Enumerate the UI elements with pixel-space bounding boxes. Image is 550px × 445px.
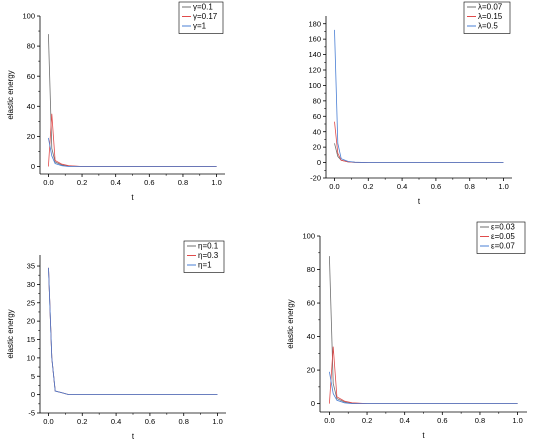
series-line bbox=[329, 371, 518, 405]
y-tick-label: 60 bbox=[313, 112, 321, 121]
x-axis-label: t bbox=[132, 432, 135, 441]
chart-panel: 0.0 0.2 0.4 0.6 0.8 1.0 0 20 40 60 80 100 t elastic e… bbox=[6, 1, 225, 202]
legend-label: ε=0.03 bbox=[491, 223, 515, 232]
y-tick-label: 120 bbox=[308, 66, 321, 75]
y-tick-label: 180 bbox=[308, 19, 321, 28]
chart-panel: 0.0 0.2 0.4 0.6 0.8 1.0 0 20 40 60 80 100 t elastic e… bbox=[286, 221, 527, 440]
y-tick-label: 20 bbox=[307, 366, 315, 375]
x-tick-label: 0.4 bbox=[397, 182, 407, 191]
y-tick-label: 0 bbox=[31, 162, 35, 171]
y-axis-label: elastic energy bbox=[286, 299, 295, 348]
y-axis-label: elastic energy bbox=[6, 309, 15, 358]
x-tick-label: 0.0 bbox=[324, 416, 334, 425]
y-tick-label: 40 bbox=[27, 102, 35, 111]
legend-label: λ=0.5 bbox=[478, 22, 498, 31]
series-line bbox=[48, 267, 218, 396]
x-tick-label: 0.0 bbox=[329, 182, 339, 191]
y-tick-label: 100 bbox=[22, 12, 35, 21]
legend-label: γ=0.1 bbox=[193, 3, 213, 12]
y-tick-label: 40 bbox=[313, 127, 321, 136]
x-tick-label: 0.4 bbox=[399, 416, 409, 425]
y-tick-label: 40 bbox=[307, 332, 315, 341]
x-tick-label: 1.0 bbox=[512, 416, 522, 425]
y-tick-label: 10 bbox=[27, 353, 35, 362]
y-tick-label: 20 bbox=[27, 132, 35, 141]
chart-panel: 0.0 0.2 0.4 0.6 0.8 1.0 -20 0 20 40 60 80 100 120 140 1… bbox=[308, 1, 512, 206]
x-tick-label: 0.4 bbox=[111, 417, 121, 426]
y-tick-label: 80 bbox=[27, 42, 35, 51]
y-tick-label: 15 bbox=[27, 335, 35, 344]
x-tick-label: 0.2 bbox=[77, 178, 87, 187]
legend-label: η=0.1 bbox=[198, 242, 219, 251]
legend-label: λ=0.07 bbox=[478, 3, 503, 12]
x-tick-label: 0.4 bbox=[110, 178, 120, 187]
x-tick-label: 0.0 bbox=[43, 178, 53, 187]
x-tick-label: 0.6 bbox=[431, 182, 441, 191]
y-tick-label: 160 bbox=[308, 35, 321, 44]
y-tick-label: 60 bbox=[307, 299, 315, 308]
x-tick-label: 0.2 bbox=[77, 417, 87, 426]
y-tick-label: 140 bbox=[308, 50, 321, 59]
x-tick-label: 0.6 bbox=[144, 178, 154, 187]
x-tick-label: 0.8 bbox=[178, 178, 188, 187]
y-tick-label: 0 bbox=[31, 390, 35, 399]
x-tick-label: 0.8 bbox=[179, 417, 189, 426]
x-tick-label: 0.8 bbox=[475, 416, 485, 425]
x-axis-label: t bbox=[418, 197, 421, 206]
x-axis-label: t bbox=[422, 431, 425, 440]
x-tick-label: 1.0 bbox=[212, 417, 222, 426]
y-tick-label: 80 bbox=[313, 96, 321, 105]
chart-panel: 0.0 0.2 0.4 0.6 0.8 1.0 -5 0 5 10 15 20 25 30 35 t elast… bbox=[6, 240, 226, 441]
y-tick-label: 20 bbox=[313, 143, 321, 152]
legend-label: η=1 bbox=[198, 261, 212, 270]
y-tick-label: 100 bbox=[308, 81, 321, 90]
series-line bbox=[329, 346, 518, 405]
legend-label: λ=0.15 bbox=[478, 12, 503, 21]
y-tick-label: -20 bbox=[310, 174, 321, 183]
x-tick-label: 1.0 bbox=[211, 178, 221, 187]
y-tick-label: -5 bbox=[28, 409, 35, 418]
series-line bbox=[334, 29, 504, 164]
series-line bbox=[48, 34, 217, 167]
legend-label: γ=0.17 bbox=[193, 12, 218, 21]
series-line bbox=[48, 267, 218, 396]
x-axis-label: t bbox=[131, 193, 134, 202]
x-tick-label: 0.8 bbox=[465, 182, 475, 191]
legend: η=0.1η=0.3η=1 bbox=[183, 240, 225, 273]
x-tick-label: 0.2 bbox=[363, 182, 373, 191]
y-tick-label: 60 bbox=[27, 72, 35, 81]
series-line bbox=[334, 143, 504, 164]
y-tick-label: 5 bbox=[31, 372, 35, 381]
x-tick-label: 0.6 bbox=[437, 416, 447, 425]
series-line bbox=[48, 113, 217, 167]
series-line bbox=[334, 121, 504, 164]
y-tick-label: 100 bbox=[302, 232, 315, 241]
y-axis-label: elastic energy bbox=[6, 70, 15, 119]
legend: γ=0.1γ=0.17γ=1 bbox=[178, 1, 224, 34]
legend-label: γ=1 bbox=[193, 22, 207, 31]
y-tick-label: 30 bbox=[27, 280, 35, 289]
series-line bbox=[329, 256, 518, 405]
series-line bbox=[48, 267, 218, 396]
y-tick-label: 0 bbox=[311, 399, 315, 408]
legend: λ=0.07λ=0.15λ=0.5 bbox=[463, 1, 511, 34]
x-tick-label: 0.2 bbox=[362, 416, 372, 425]
legend-label: ε=0.07 bbox=[491, 242, 515, 251]
y-tick-label: 20 bbox=[27, 317, 35, 326]
y-tick-label: 25 bbox=[27, 298, 35, 307]
series-line bbox=[48, 137, 217, 167]
legend-label: ε=0.05 bbox=[491, 232, 515, 241]
legend-label: η=0.3 bbox=[198, 251, 219, 260]
x-tick-label: 1.0 bbox=[498, 182, 508, 191]
x-tick-label: 0.6 bbox=[145, 417, 155, 426]
y-tick-label: 80 bbox=[307, 265, 315, 274]
x-tick-label: 0.0 bbox=[43, 417, 53, 426]
legend: ε=0.03ε=0.05ε=0.07 bbox=[476, 221, 526, 254]
y-tick-label: 35 bbox=[27, 262, 35, 271]
y-tick-label: 0 bbox=[317, 158, 321, 167]
